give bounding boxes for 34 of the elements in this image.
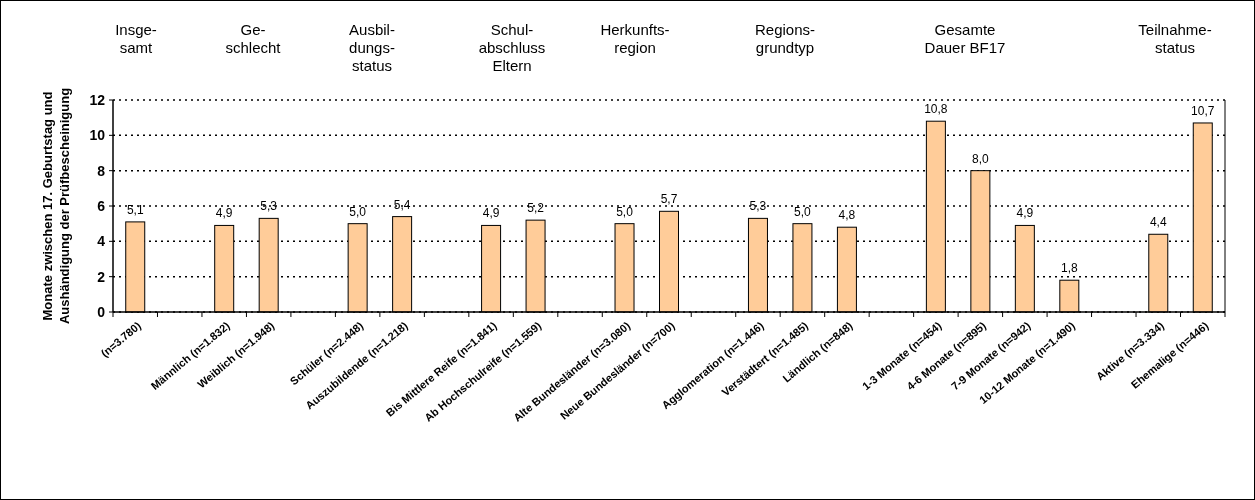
- data-label: 4,8: [838, 208, 856, 223]
- y-tick-label: 0: [97, 303, 106, 320]
- data-label: 4,9: [215, 206, 233, 221]
- text: Gesamte Dauer BF17: [924, 21, 1006, 56]
- text: Insge- samt: [115, 21, 157, 56]
- data-label: 4,9: [482, 206, 500, 221]
- data-label: 5,1: [126, 202, 144, 217]
- data-label: 8,0: [972, 151, 990, 166]
- data-label: 5,3: [749, 199, 767, 214]
- y-tick-label: 4: [97, 233, 106, 250]
- data-label: 5,3: [260, 199, 278, 214]
- data-label: 5,2: [527, 201, 545, 216]
- data-label: 1,8: [1060, 261, 1078, 276]
- y-tick-label: 2: [97, 268, 106, 285]
- y-tick-label: 8: [97, 162, 106, 179]
- data-label: 5,0: [616, 204, 634, 219]
- data-label: 5,0: [349, 204, 367, 219]
- text: Ge- schlecht: [225, 21, 282, 56]
- y-tick-label: 6: [97, 197, 106, 214]
- data-label: 10,8: [924, 102, 948, 117]
- text: Herkunfts- region: [600, 21, 670, 56]
- data-label: 5,4: [393, 197, 411, 212]
- data-label: 4,4: [1149, 215, 1167, 230]
- y-tick-label: 12: [89, 91, 106, 108]
- data-label: 4,9: [1016, 206, 1034, 221]
- y-axis-title: Monate zwischen 17. Geburtstag und Aushändigung der Prüfbescheinigung: [40, 87, 72, 325]
- y-tick-label: 10: [89, 127, 106, 144]
- data-label: 5,0: [794, 204, 812, 219]
- text: Teilnahme- status: [1138, 21, 1212, 56]
- text: Regions- grundtyp: [754, 21, 816, 56]
- data-label: 5,7: [660, 192, 678, 207]
- data-label: 10,7: [1191, 103, 1215, 118]
- text: Ausbil- dungs- status: [349, 21, 395, 74]
- text: Schul- abschluss Eltern: [478, 21, 546, 74]
